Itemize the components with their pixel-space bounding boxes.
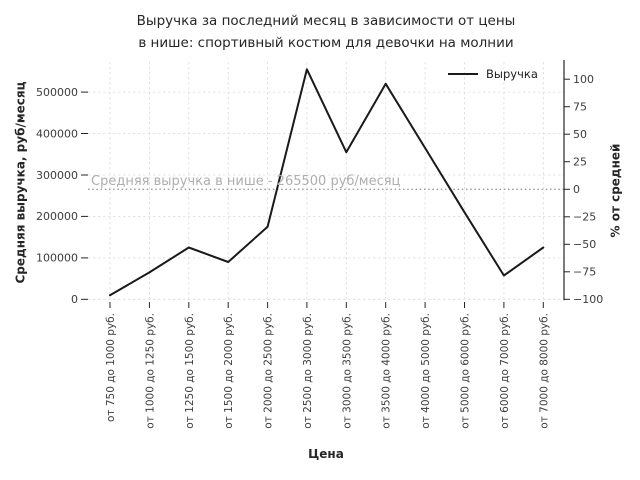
right-tick-label: −25: [573, 211, 596, 224]
x-tick-label: от 7000 до 8000 руб.: [538, 313, 550, 429]
left-tick-label: 100000: [36, 252, 78, 265]
x-tick-label: от 1500 до 2000 руб.: [223, 313, 235, 429]
left-tick-label: 0: [71, 293, 78, 306]
x-tick-label: от 6000 до 7000 руб.: [499, 313, 511, 429]
x-tick-label: от 1000 до 1250 руб.: [144, 313, 156, 429]
x-tick-label: от 750 до 1000 руб.: [105, 313, 117, 422]
legend: Выручка: [448, 66, 538, 82]
right-tick-label: −75: [573, 266, 596, 279]
revenue-line: [109, 68, 545, 297]
mean-annotation: Средняя выручка в нише - 265500 руб/меся…: [91, 174, 401, 189]
x-tick-label: от 3000 до 3500 руб.: [341, 313, 353, 429]
x-tick-label: от 1250 до 1500 руб.: [184, 313, 196, 429]
left-tick-label: 400000: [36, 127, 78, 140]
left-tick-label: 500000: [36, 86, 78, 99]
y-axis-label-left: Средняя выручка, руб/месяц: [13, 81, 28, 284]
left-tick-label: 200000: [36, 210, 78, 223]
x-tick-label: от 5000 до 6000 руб.: [460, 313, 472, 429]
y-axis-label-right: % от средней: [608, 143, 623, 238]
legend-line-sample: [448, 73, 478, 75]
chart-title-line2: в нише: спортивный костюм для девочки на…: [138, 35, 514, 51]
left-tick-label: 300000: [36, 169, 78, 182]
x-tick-label: от 4000 до 5000 руб.: [420, 313, 432, 429]
right-tick-label: 75: [573, 101, 587, 114]
right-tick-label: 0: [573, 183, 580, 196]
legend-label: Выручка: [486, 67, 538, 81]
x-tick-label: от 2500 до 3000 руб.: [302, 313, 314, 429]
chart-title-line1: Выручка за последний месяц в зависимости…: [136, 13, 516, 29]
right-tick-label: 50: [573, 128, 587, 141]
right-tick-label: 100: [573, 73, 594, 86]
x-tick-label: от 2000 до 2500 руб.: [263, 313, 275, 429]
x-tick-label: от 3500 до 4000 руб.: [381, 313, 393, 429]
right-tick-label: 25: [573, 156, 587, 169]
right-tick-label: −100: [573, 293, 603, 306]
right-tick-label: −50: [573, 238, 596, 251]
chart-title: Выручка за последний месяц в зависимости…: [88, 10, 564, 54]
x-axis-label: Цена: [308, 447, 344, 461]
